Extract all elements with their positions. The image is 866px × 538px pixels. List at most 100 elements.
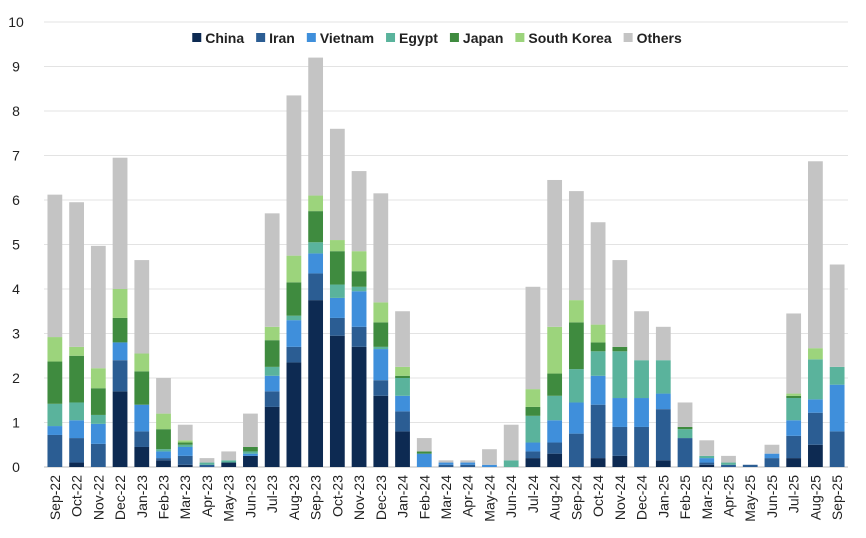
bar-japan-oct-23: [329, 251, 345, 285]
legend-item-others: Others: [623, 30, 682, 46]
bar-others-sep-25: [829, 264, 845, 367]
bar-egypt-sep-22: [47, 403, 63, 427]
bar-others-apr-23: [199, 458, 215, 463]
bar-japan-aug-23: [286, 282, 302, 316]
x-tick-label: Jan-24: [395, 475, 411, 518]
legend-swatch: [449, 33, 459, 42]
bar-iran-jan-25: [655, 409, 671, 461]
bar-china-dec-23: [373, 395, 389, 467]
bar-egypt-oct-23: [329, 284, 345, 298]
bar-iran-nov-22: [90, 443, 106, 467]
bar-south-korea-aug-25: [808, 348, 823, 360]
bar-iran-aug-23: [286, 346, 302, 363]
bar-iran-apr-25: [721, 464, 736, 467]
x-tick-label: Aug-23: [286, 475, 302, 520]
bar-vietnam-oct-23: [329, 297, 345, 318]
bar-china-jul-25: [786, 458, 802, 467]
legend-swatch: [256, 33, 266, 42]
legend-label: Japan: [463, 30, 503, 46]
bar-others-jul-24: [525, 286, 541, 390]
bar-south-korea-nov-22: [90, 368, 106, 389]
x-tick-label: May-25: [742, 475, 758, 522]
bar-japan-jul-25: [786, 395, 802, 399]
bar-south-korea-oct-23: [329, 240, 345, 252]
bar-japan-oct-22: [69, 355, 84, 403]
bar-japan-dec-23: [373, 322, 389, 347]
y-tick-label: 6: [12, 192, 20, 208]
bar-vietnam-aug-24: [547, 420, 563, 443]
bar-vietnam-jul-24: [525, 442, 541, 452]
bar-iran-mar-24: [438, 464, 454, 467]
bar-vietnam-jul-25: [786, 420, 802, 436]
bar-egypt-nov-22: [90, 414, 106, 424]
bar-iran-nov-23: [351, 326, 367, 347]
bar-others-dec-22: [112, 157, 128, 289]
bar-japan-nov-23: [351, 271, 367, 287]
bar-vietnam-jul-23: [264, 375, 280, 392]
bar-japan-sep-23: [308, 211, 324, 243]
bar-vietnam-apr-24: [460, 462, 476, 465]
x-tick-label: Aug-25: [807, 475, 823, 520]
bar-vietnam-dec-23: [373, 349, 389, 381]
bar-others-jun-25: [764, 444, 780, 454]
bar-iran-sep-22: [47, 434, 63, 467]
x-tick-label: Oct-24: [590, 475, 606, 517]
bar-egypt-jun-24: [503, 460, 519, 467]
bar-egypt-aug-25: [808, 359, 823, 400]
x-tick-label: Jan-23: [134, 475, 150, 518]
bar-egypt-may-23: [221, 460, 237, 463]
bar-japan-mar-23: [177, 442, 193, 445]
bar-iran-mar-25: [699, 462, 715, 465]
x-tick-label: Jul-24: [525, 475, 541, 513]
bar-japan-oct-24: [590, 342, 606, 352]
x-tick-label: Jul-23: [264, 475, 280, 513]
bar-iran-apr-23: [199, 464, 215, 467]
x-tick-label: Feb-25: [677, 475, 693, 520]
x-tick-label: Nov-23: [351, 475, 367, 520]
bar-others-mar-25: [699, 440, 715, 456]
bar-china-sep-23: [308, 300, 324, 467]
bar-china-oct-23: [329, 335, 345, 467]
legend-swatch: [623, 33, 633, 42]
bar-china-jan-25: [655, 460, 671, 467]
y-tick-label: 4: [12, 281, 20, 297]
bar-south-korea-jul-25: [786, 393, 802, 396]
x-tick-label: Jun-23: [242, 475, 258, 518]
bar-egypt-nov-23: [351, 286, 367, 292]
bar-vietnam-dec-22: [112, 342, 128, 361]
x-tick-label: Sep-24: [568, 475, 584, 520]
x-tick-label: Feb-24: [416, 475, 432, 520]
bar-south-korea-nov-23: [351, 251, 367, 272]
legend-item-japan: Japan: [449, 30, 503, 46]
bar-others-feb-23: [156, 378, 171, 414]
bar-others-sep-23: [308, 57, 324, 196]
bar-south-korea-oct-22: [69, 346, 84, 356]
bar-vietnam-mar-24: [438, 462, 454, 465]
bar-egypt-apr-25: [721, 462, 736, 465]
bar-others-mar-23: [177, 424, 193, 441]
x-tick-label: Sep-22: [47, 475, 63, 520]
bar-iran-mar-23: [177, 455, 193, 465]
bar-china-nov-23: [351, 346, 367, 467]
bar-egypt-jul-24: [525, 415, 541, 443]
y-tick-label: 3: [12, 326, 20, 342]
bar-south-korea-jan-24: [395, 366, 410, 376]
x-tick-label: May-24: [481, 475, 497, 522]
bar-south-korea-aug-24: [547, 326, 563, 374]
x-tick-label: Sep-23: [308, 475, 324, 520]
y-tick-label: 2: [12, 370, 20, 386]
x-tick-label: Jun-25: [764, 475, 780, 518]
bar-egypt-jan-25: [655, 360, 671, 394]
bar-vietnam-aug-23: [286, 320, 302, 347]
bar-egypt-jan-24: [395, 378, 410, 396]
bar-others-jan-23: [134, 260, 150, 354]
bar-vietnam-sep-23: [308, 253, 324, 274]
x-tick-label: Mar-24: [438, 475, 454, 520]
bar-vietnam-jun-25: [764, 453, 780, 459]
legend-swatch: [515, 33, 525, 42]
y-axis: 0 1 2 3 4 5 6 7 8 9 10: [8, 14, 24, 475]
y-tick-label: 10: [8, 14, 24, 30]
legend-swatch: [306, 33, 316, 42]
bar-china-mar-25: [699, 464, 715, 467]
x-tick-label: Aug-24: [547, 475, 563, 520]
